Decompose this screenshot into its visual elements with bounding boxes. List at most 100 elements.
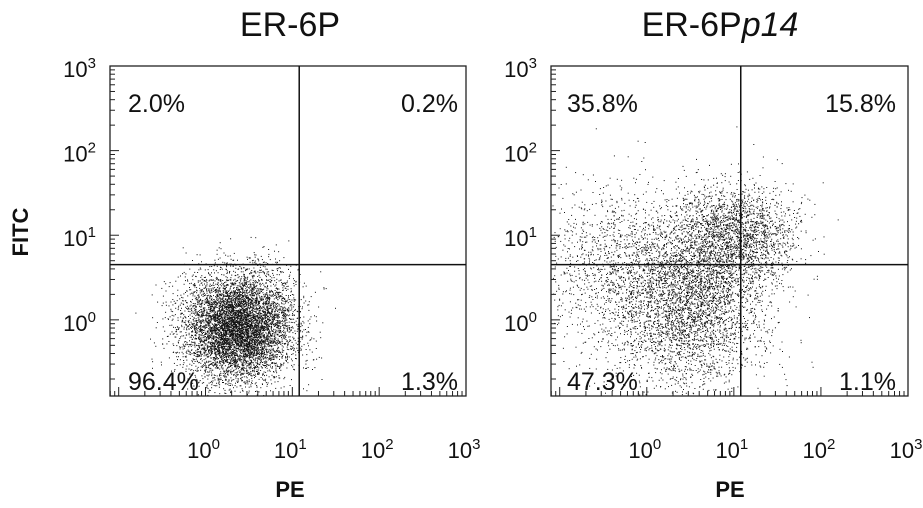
data-point — [193, 322, 195, 324]
data-point — [251, 351, 253, 353]
data-point — [207, 355, 209, 357]
data-point — [248, 352, 250, 354]
data-point — [263, 353, 265, 355]
data-point — [216, 290, 218, 292]
data-point — [228, 366, 230, 368]
data-point — [293, 349, 295, 351]
data-point — [209, 314, 211, 316]
data-point — [277, 333, 279, 335]
data-point — [220, 342, 222, 343]
data-point — [248, 330, 250, 332]
data-point — [222, 291, 224, 293]
data-point — [249, 345, 251, 347]
data-point — [302, 354, 304, 356]
data-point — [271, 279, 273, 281]
data-point — [205, 281, 207, 282]
data-point — [243, 337, 244, 339]
data-point — [247, 355, 249, 357]
data-point — [261, 383, 263, 385]
data-point — [216, 340, 218, 342]
data-point — [267, 364, 269, 366]
data-point — [207, 348, 208, 350]
data-point — [228, 356, 230, 358]
data-point — [223, 370, 225, 372]
data-point — [215, 320, 217, 322]
data-point — [272, 341, 274, 343]
data-point — [253, 364, 255, 366]
data-point — [241, 338, 243, 340]
data-point — [269, 291, 271, 293]
data-point — [227, 337, 229, 339]
data-point — [182, 356, 184, 358]
data-point — [226, 332, 228, 334]
data-point — [165, 290, 167, 292]
data-point — [213, 318, 215, 320]
data-point — [270, 315, 272, 317]
data-point — [207, 335, 208, 337]
data-point — [257, 325, 259, 326]
data-point — [242, 365, 244, 367]
data-point — [267, 286, 268, 288]
data-point — [226, 296, 228, 297]
data-point — [245, 317, 247, 319]
data-point — [251, 335, 253, 337]
data-point — [297, 328, 299, 330]
data-point — [204, 336, 206, 337]
data-point — [224, 365, 226, 367]
data-point — [214, 292, 216, 294]
data-point — [243, 369, 245, 371]
data-point — [266, 383, 268, 385]
data-point — [240, 315, 242, 317]
data-point — [315, 348, 317, 349]
data-point — [231, 297, 233, 299]
data-point — [264, 363, 266, 364]
data-point — [232, 314, 234, 316]
data-point — [263, 284, 265, 286]
data-point — [253, 284, 255, 286]
data-point — [244, 355, 246, 357]
data-point — [265, 293, 267, 295]
data-point — [259, 285, 261, 287]
data-point — [231, 363, 233, 365]
data-point — [255, 280, 257, 282]
data-point — [268, 324, 269, 326]
data-point — [262, 314, 264, 316]
data-point — [303, 302, 305, 304]
data-point — [252, 332, 254, 334]
data-point — [198, 315, 200, 317]
data-point — [257, 293, 259, 295]
data-point — [184, 337, 186, 339]
data-point — [245, 343, 247, 345]
data-point — [243, 337, 245, 339]
data-point — [261, 336, 263, 338]
data-point — [249, 307, 251, 309]
data-point — [241, 364, 243, 365]
data-point — [235, 333, 236, 335]
data-point — [254, 336, 256, 338]
data-point — [259, 330, 261, 332]
data-point — [268, 274, 270, 276]
data-point — [249, 335, 251, 337]
data-point — [211, 329, 213, 331]
data-point — [219, 326, 221, 328]
data-point — [280, 296, 282, 298]
data-point — [239, 358, 241, 360]
data-point — [239, 338, 241, 340]
data-point — [203, 312, 205, 314]
data-point — [246, 339, 248, 341]
data-point — [246, 295, 248, 297]
data-point — [256, 334, 258, 336]
data-point — [209, 346, 211, 348]
data-point — [295, 281, 297, 283]
data-point — [284, 319, 286, 321]
data-point — [244, 319, 246, 320]
data-point — [225, 342, 227, 344]
data-point — [222, 300, 224, 302]
data-point — [235, 349, 237, 351]
data-point — [255, 349, 257, 351]
data-point — [264, 339, 266, 341]
data-point — [263, 312, 265, 314]
data-point — [194, 344, 196, 346]
data-point — [234, 290, 236, 291]
data-point — [172, 293, 174, 295]
